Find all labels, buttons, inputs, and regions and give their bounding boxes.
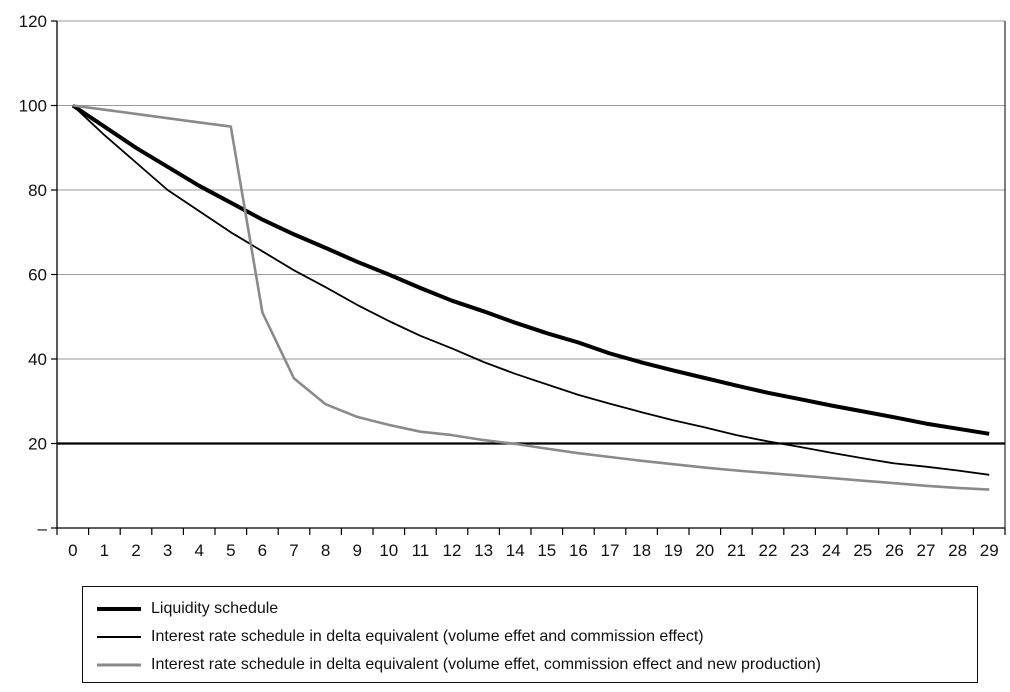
x-tick-label-17: 17 — [601, 541, 620, 560]
x-tick-label-20: 20 — [695, 541, 714, 560]
x-tick-label-15: 15 — [537, 541, 556, 560]
x-tick-label-9: 9 — [352, 541, 361, 560]
legend-label-interest-rate-new-production: Interest rate schedule in delta equivale… — [151, 656, 822, 673]
legend-item-interest-rate: Interest rate schedule in delta equivale… — [97, 625, 704, 649]
legend-item-liquidity: Liquidity schedule — [97, 597, 278, 621]
legend-label-liquidity: Liquidity schedule — [151, 600, 279, 617]
x-tick-label-7: 7 — [289, 541, 298, 560]
legend-label-interest-rate: Interest rate schedule in delta equivale… — [151, 628, 704, 645]
x-tick-label-18: 18 — [632, 541, 651, 560]
axes — [51, 20, 1006, 535]
x-tick-label-10: 10 — [379, 541, 398, 560]
x-tick-label-8: 8 — [321, 541, 330, 560]
y-tick-label-40: 40 — [28, 350, 47, 369]
legend-swatch-interest-rate-new-production — [97, 663, 141, 667]
x-tick-label-2: 2 — [131, 541, 140, 560]
y-tick-label-100: 100 — [19, 97, 47, 116]
x-tick-label-6: 6 — [258, 541, 267, 560]
legend-item-interest-rate-new-production: Interest rate schedule in delta equivale… — [97, 653, 821, 677]
series-line-2 — [72, 104, 990, 491]
x-tick-label-22: 22 — [759, 541, 778, 560]
x-tick-label-29: 29 — [980, 541, 999, 560]
x-tick-label-26: 26 — [885, 541, 904, 560]
y-tick-label-60: 60 — [28, 266, 47, 285]
gridlines — [57, 20, 1005, 360]
legend: Liquidity schedule Interest rate schedul… — [82, 586, 978, 683]
series-line-1 — [72, 104, 990, 476]
y-tick-label-20: 20 — [28, 435, 47, 454]
x-tick-label-19: 19 — [664, 541, 683, 560]
x-tick-label-21: 21 — [727, 541, 746, 560]
x-tick-labels: 0 1 2 3 4 5 6 7 8 9 10 11 12 13 14 15 16 17 18 19 20 21 22 23 24… — [68, 541, 999, 560]
series-layer — [71, 103, 990, 491]
legend-swatch-liquidity — [97, 607, 141, 611]
x-tick-label-5: 5 — [226, 541, 235, 560]
y-tick-labels: – 20 40 60 80 100 120 — [19, 12, 48, 538]
y-tick-label-0: – — [38, 519, 48, 538]
x-tick-label-13: 13 — [474, 541, 493, 560]
x-tick-label-28: 28 — [948, 541, 967, 560]
x-tick-label-14: 14 — [506, 541, 525, 560]
y-tick-label-80: 80 — [28, 181, 47, 200]
x-tick-label-25: 25 — [853, 541, 872, 560]
x-tick-label-23: 23 — [790, 541, 809, 560]
x-tick-label-4: 4 — [194, 541, 203, 560]
x-tick-label-27: 27 — [917, 541, 936, 560]
y-tick-label-120: 120 — [19, 12, 47, 31]
x-tick-label-3: 3 — [163, 541, 172, 560]
x-tick-label-24: 24 — [822, 541, 841, 560]
x-tick-label-1: 1 — [100, 541, 109, 560]
x-tick-label-16: 16 — [569, 541, 588, 560]
legend-swatch-interest-rate — [97, 636, 141, 638]
x-tick-label-11: 11 — [412, 541, 430, 560]
series-line-0 — [71, 103, 990, 436]
x-tick-label-0: 0 — [68, 541, 77, 560]
x-tick-label-12: 12 — [443, 541, 462, 560]
